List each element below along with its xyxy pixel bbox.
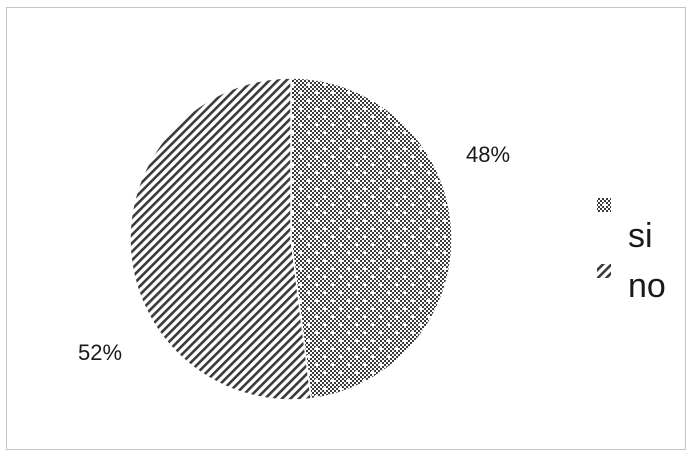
pie-slice-no: [129, 77, 313, 401]
legend-swatch-no: [597, 264, 611, 278]
data-labels: 48% 52%: [78, 142, 510, 365]
legend-label-no: no: [628, 267, 666, 305]
pie-slices: [129, 77, 453, 401]
pie-slice-si: [290, 77, 453, 400]
legend-swatch-si: [597, 198, 611, 212]
data-label-no: 52%: [78, 340, 122, 365]
data-label-si: 48%: [466, 142, 510, 167]
legend: si no: [597, 198, 666, 305]
legend-label-si: si: [628, 217, 653, 255]
